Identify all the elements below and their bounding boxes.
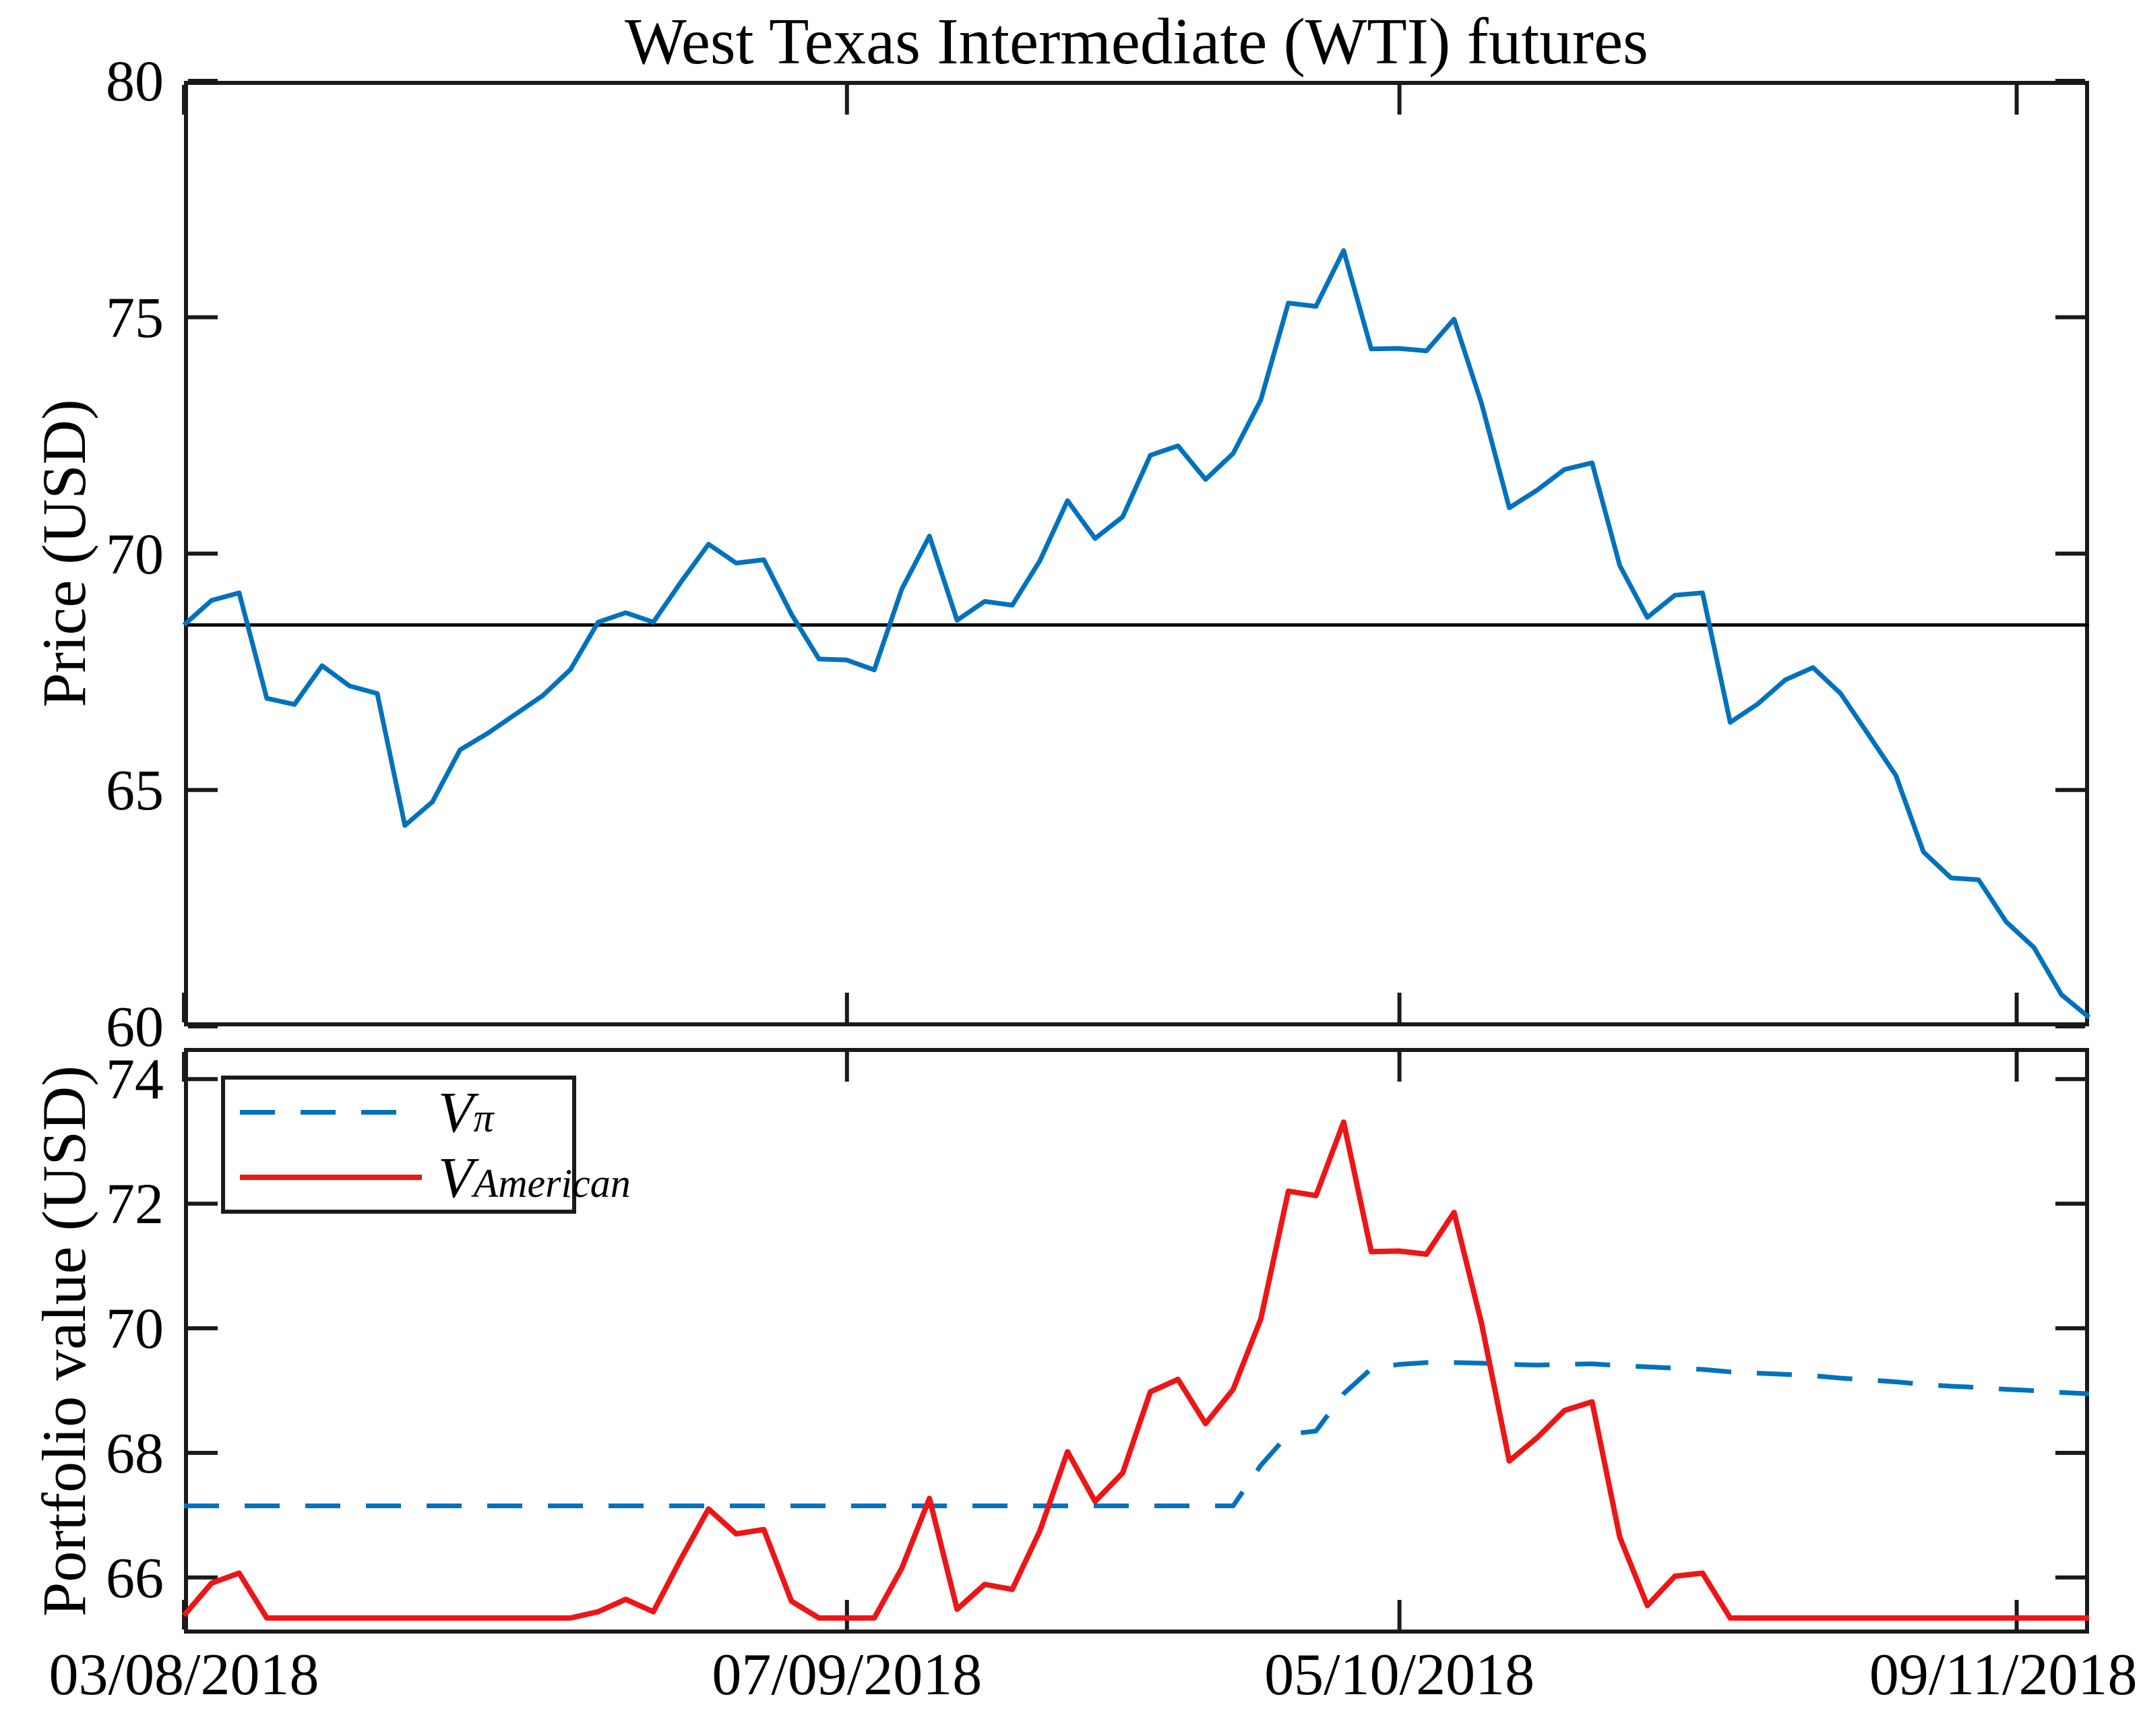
y-tick-label: 80 bbox=[106, 49, 164, 113]
y-tick-label: 68 bbox=[106, 1420, 164, 1485]
portfolio-chart-svg bbox=[181, 1048, 2090, 1634]
solid-line-sample bbox=[240, 1174, 422, 1180]
legend-label-v-american: VAmerican bbox=[438, 1148, 631, 1206]
chart-title: West Texas Intermediate (WTI) futures bbox=[625, 5, 1648, 78]
y-tick-label: 70 bbox=[106, 1296, 164, 1361]
legend-v: V bbox=[438, 1080, 474, 1145]
price-plot-area bbox=[182, 79, 2091, 1028]
y-tick-label: 70 bbox=[106, 521, 164, 586]
y-tick-label: 60 bbox=[106, 994, 164, 1059]
dashed-line-sample bbox=[240, 1109, 422, 1115]
x-tick-label: 05/10/2018 bbox=[1264, 1642, 1535, 1708]
x-tick-label: 03/08/2018 bbox=[49, 1642, 319, 1708]
legend-entry-v-pi: Vπ bbox=[225, 1080, 572, 1145]
y-tick-label: 65 bbox=[106, 757, 164, 823]
y-tick-label: 66 bbox=[106, 1545, 164, 1610]
x-tick-label: 09/11/2018 bbox=[1869, 1642, 2138, 1708]
price-chart-svg bbox=[182, 79, 2091, 1028]
legend: Vπ VAmerican bbox=[221, 1076, 631, 1214]
y-tick-label: 74 bbox=[106, 1047, 164, 1112]
legend-pi-subscript: π bbox=[473, 1096, 494, 1141]
legend-label-v-pi: Vπ bbox=[438, 1083, 494, 1141]
legend-entry-v-american: VAmerican bbox=[225, 1145, 631, 1210]
portfolio-plot-area bbox=[181, 1048, 2090, 1634]
y-tick-label: 75 bbox=[106, 284, 164, 350]
legend-v2: V bbox=[438, 1144, 474, 1210]
legend-american-subscript: American bbox=[473, 1160, 631, 1206]
y-tick-label: 72 bbox=[106, 1171, 164, 1237]
x-tick-label: 07/09/2018 bbox=[712, 1642, 983, 1708]
